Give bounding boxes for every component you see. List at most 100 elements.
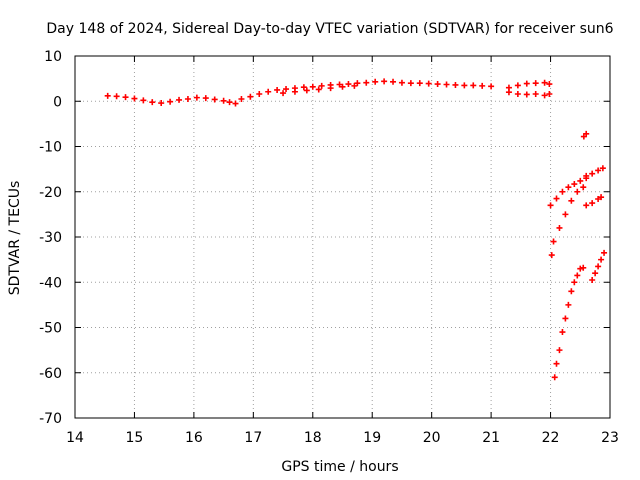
data-point xyxy=(131,95,138,102)
data-point xyxy=(550,238,557,245)
series-6 xyxy=(583,165,606,209)
series-3 xyxy=(547,175,590,209)
data-point xyxy=(256,91,263,98)
data-point xyxy=(595,167,602,174)
series-2 xyxy=(505,79,553,99)
x-axis-label: GPS time / hours xyxy=(281,459,398,475)
data-point xyxy=(113,93,120,100)
data-point xyxy=(425,80,432,87)
data-point xyxy=(226,99,233,106)
data-point xyxy=(479,82,486,89)
data-point xyxy=(104,92,111,99)
data-point xyxy=(303,87,310,94)
data-point xyxy=(265,88,272,95)
data-point xyxy=(339,83,346,90)
y-tick-label: -30 xyxy=(39,230,62,246)
data-point xyxy=(577,177,584,184)
data-point xyxy=(583,130,590,137)
data-point xyxy=(595,263,602,270)
data-point xyxy=(580,264,587,271)
y-tick-label: -50 xyxy=(39,321,62,337)
data-point xyxy=(583,172,590,179)
data-point xyxy=(562,315,569,322)
data-point xyxy=(568,197,575,204)
data-point xyxy=(541,79,548,86)
data-point xyxy=(274,86,281,93)
data-point xyxy=(158,100,165,107)
chart-title: Day 148 of 2024, Sidereal Day-to-day VTE… xyxy=(46,21,613,37)
data-point xyxy=(574,188,581,195)
data-point xyxy=(176,96,183,103)
data-point xyxy=(470,82,477,89)
y-tick-label: -40 xyxy=(39,275,62,291)
data-point xyxy=(546,91,553,98)
y-axis-label: SDTVAR / TECUs xyxy=(7,181,23,296)
data-point xyxy=(532,91,539,98)
data-point xyxy=(232,100,239,107)
x-tick-label: 22 xyxy=(542,430,560,446)
data-point xyxy=(345,81,352,88)
x-tick-label: 21 xyxy=(482,430,500,446)
x-tick-label: 15 xyxy=(126,430,144,446)
data-point xyxy=(598,194,605,201)
y-tick-label: -10 xyxy=(39,140,62,156)
data-point xyxy=(599,165,606,172)
data-point xyxy=(571,181,578,188)
data-point xyxy=(381,78,388,85)
tick-labels: 14 15 16 17 18 19 20 21 22 23 10 0 -10 -20 -30 -40 -50 -6… xyxy=(39,49,619,446)
data-point xyxy=(184,95,191,102)
data-point xyxy=(416,80,423,87)
data-point xyxy=(327,85,334,92)
data-point xyxy=(283,86,290,93)
data-point xyxy=(300,84,307,91)
data-point xyxy=(523,80,530,87)
data-point xyxy=(571,279,578,286)
data-point xyxy=(211,96,218,103)
data-point xyxy=(559,329,566,336)
data-point xyxy=(280,90,287,97)
data-point xyxy=(390,78,397,85)
data-point xyxy=(598,256,605,263)
data-point xyxy=(309,83,316,90)
data-point xyxy=(547,202,554,209)
data-point xyxy=(193,94,200,101)
data-point xyxy=(546,81,553,88)
data-point xyxy=(202,95,209,102)
y-tick-label: 10 xyxy=(44,49,62,65)
data-point xyxy=(488,83,495,90)
data-point xyxy=(548,252,555,259)
data-point xyxy=(514,82,521,89)
series-5 xyxy=(551,264,587,381)
data-point xyxy=(523,91,530,98)
data-point xyxy=(574,272,581,279)
data-point xyxy=(559,188,566,195)
series-4 xyxy=(548,184,587,259)
data-point xyxy=(149,99,156,106)
series-8 xyxy=(580,130,590,140)
data-point xyxy=(372,78,379,85)
data-point xyxy=(583,202,590,209)
data-point xyxy=(541,92,548,99)
x-tick-label: 20 xyxy=(423,430,441,446)
data-point xyxy=(568,288,575,295)
data-point xyxy=(315,86,322,93)
data-point xyxy=(589,200,596,207)
data-point xyxy=(318,82,325,89)
data-point xyxy=(461,82,468,89)
data-point xyxy=(553,360,560,367)
data-point xyxy=(562,211,569,218)
data-point xyxy=(167,98,174,105)
data-point xyxy=(565,184,572,191)
data-point xyxy=(577,265,584,272)
data-point xyxy=(434,81,441,88)
data-point xyxy=(553,195,560,202)
x-tick-label: 19 xyxy=(363,430,381,446)
x-tick-label: 14 xyxy=(66,430,84,446)
y-tick-label: 0 xyxy=(53,94,62,110)
x-tick-label: 23 xyxy=(601,430,619,446)
data-point xyxy=(556,347,563,354)
data-point xyxy=(592,270,599,277)
data-point xyxy=(122,94,129,101)
data-point xyxy=(514,91,521,98)
